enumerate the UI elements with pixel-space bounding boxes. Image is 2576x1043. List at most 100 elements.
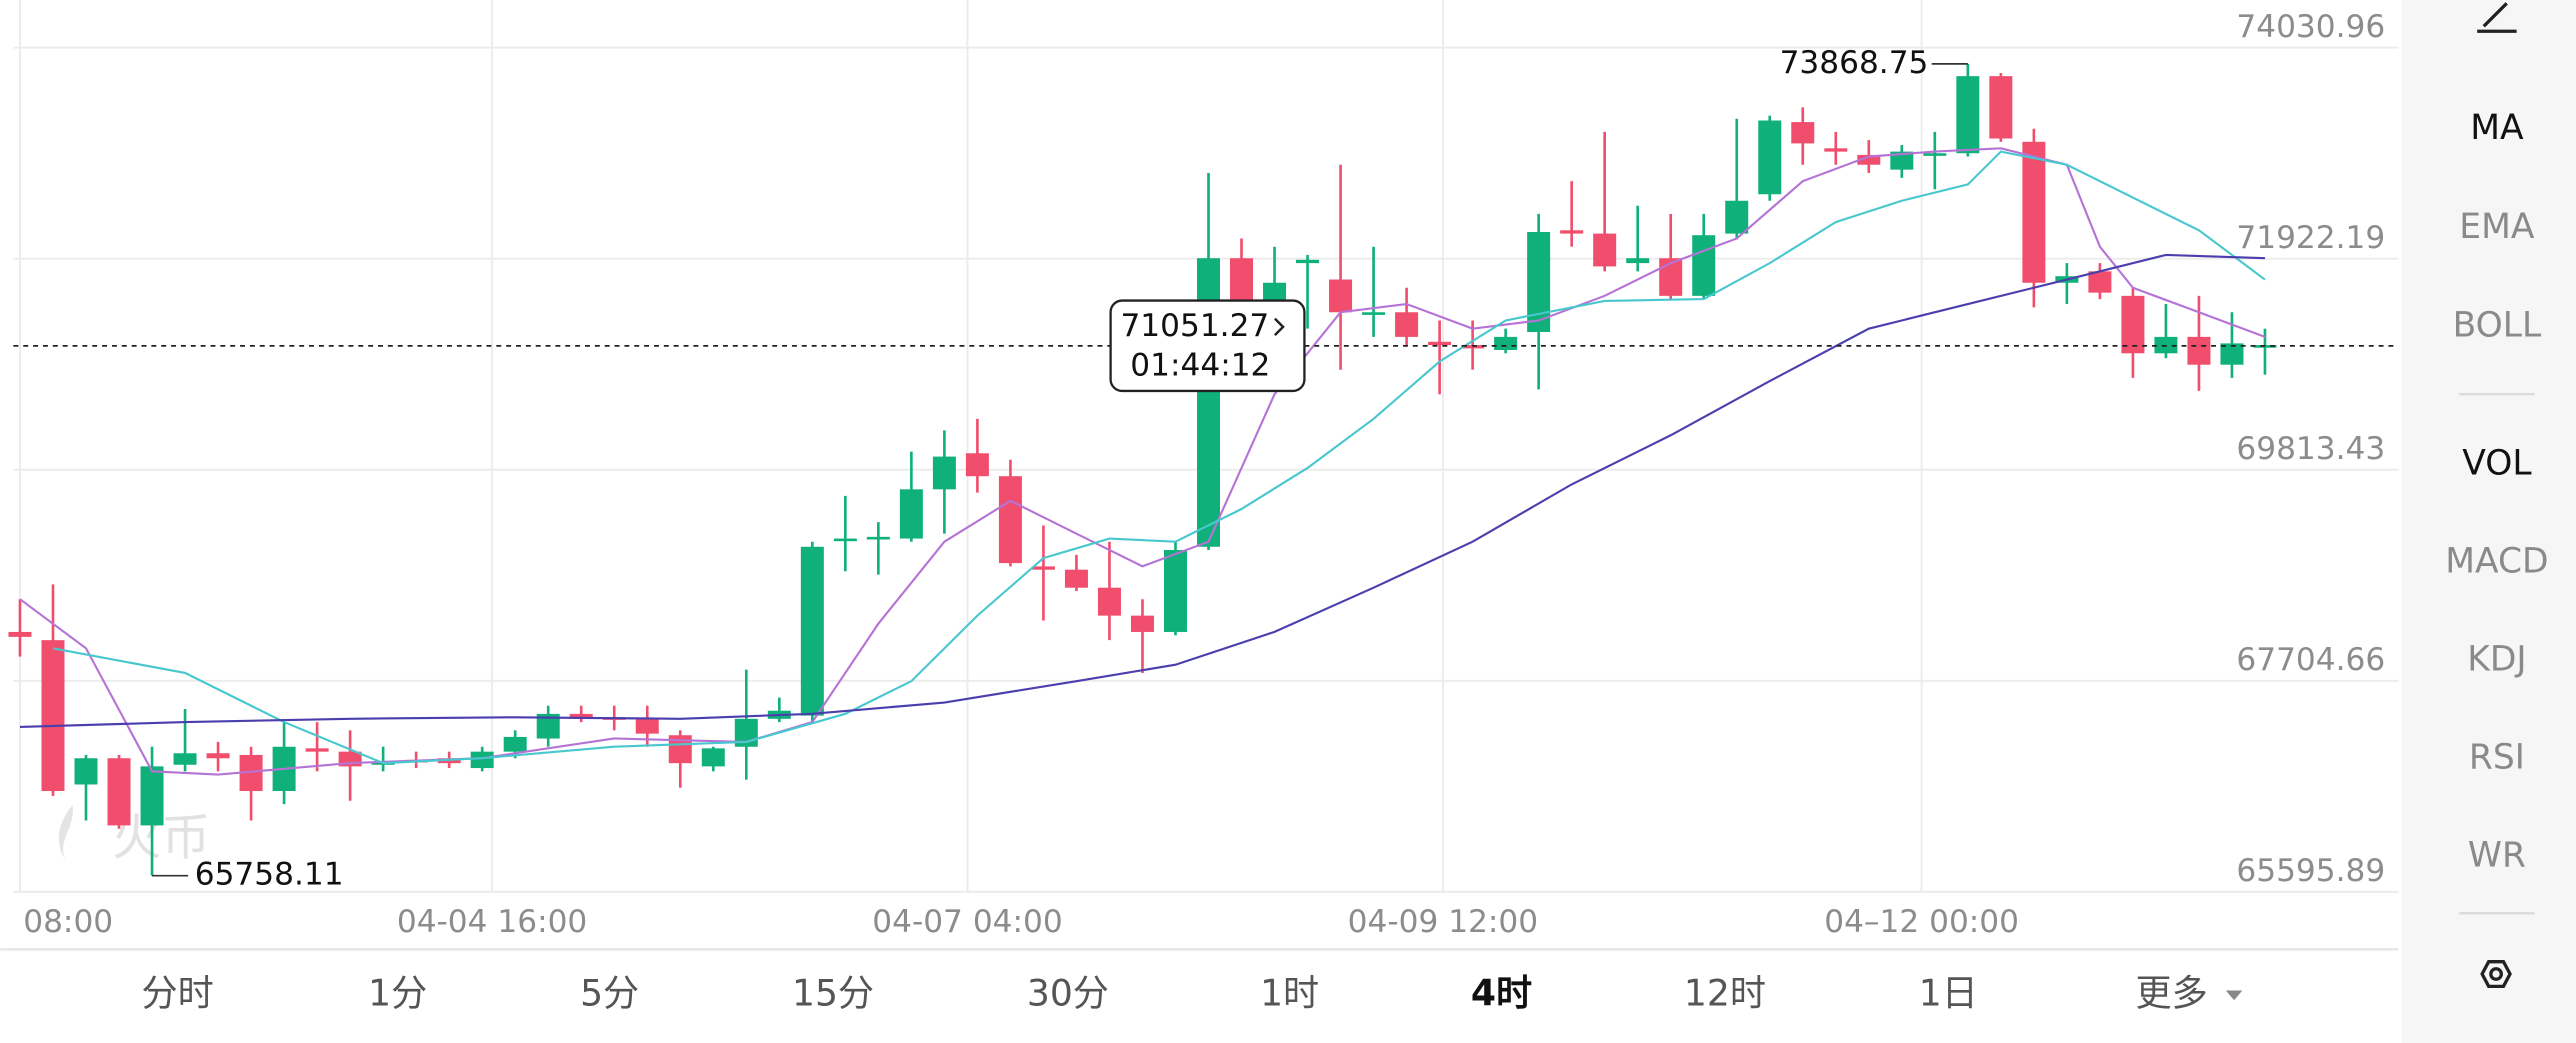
indicator-sub[interactable]: MACD: [2445, 541, 2548, 581]
interval-tab[interactable]: 4时: [1471, 971, 1532, 1014]
candle-body: [1890, 151, 1914, 170]
interval-tabs: 分时 1分 5分 15分 30分 1时 4时 12时 1日 更多: [142, 971, 2243, 1014]
indicator-sidebar: [2401, 0, 2576, 1043]
candle-body: [1296, 259, 1320, 264]
countdown-text: 01:44:12: [1130, 347, 1270, 383]
interval-tab[interactable]: 30分: [1027, 971, 1109, 1014]
x-tick-label: 04–12 00:00: [1824, 904, 2019, 940]
interval-tab[interactable]: 15分: [792, 971, 874, 1014]
interval-tab[interactable]: 1时: [1260, 971, 1319, 1014]
candle-body: [2187, 336, 2211, 365]
interval-tab[interactable]: 更多: [2136, 971, 2208, 1014]
y-tick-label: 69813.43: [2236, 431, 2385, 467]
draw-tool-icon[interactable]: [2477, 2, 2517, 33]
interval-tab[interactable]: 5分: [580, 971, 639, 1014]
candle-body: [1857, 154, 1881, 165]
watermark-logo: [58, 804, 73, 861]
last-price-box[interactable]: [1109, 299, 1306, 393]
indicator-sub[interactable]: KDJ: [2467, 639, 2526, 679]
y-tick-label: 67704.66: [2236, 642, 2385, 678]
candle-body: [1593, 233, 1617, 267]
candle-body: [569, 713, 593, 719]
candle-body: [1560, 230, 1584, 234]
indicator-sub[interactable]: RSI: [2469, 738, 2525, 778]
candle-body: [305, 748, 329, 752]
max-label: 73868.75: [1780, 45, 1929, 81]
min-label: 65758.11: [195, 857, 344, 893]
candle-body: [800, 546, 824, 716]
candle-body: [140, 766, 164, 826]
indicator-list: MA EMA BOLL VOL MACD KDJ RSI WR: [2445, 108, 2548, 875]
y-tick-label: 71922.19: [2236, 220, 2385, 256]
interval-tab[interactable]: 分时: [142, 971, 214, 1014]
x-tick-label: 04-04 16:00: [397, 904, 587, 940]
candle-body: [2220, 343, 2244, 365]
candle-body: [1791, 122, 1815, 144]
settings-dot: [2489, 967, 2503, 981]
interval-tab[interactable]: 12时: [1684, 971, 1766, 1014]
candle-body: [1824, 148, 1848, 152]
indicator-main[interactable]: BOLL: [2453, 305, 2542, 345]
candle-body: [1989, 76, 2013, 139]
candle-body: [1097, 587, 1121, 616]
candle-body: [1956, 76, 1980, 154]
last-price-text: 71051.27: [1120, 308, 1269, 344]
candle-body: [2121, 295, 2145, 354]
x-tick-label: 04-09 12:00: [1348, 904, 1538, 940]
candle-body: [866, 536, 890, 540]
indicator-sub[interactable]: WR: [2468, 836, 2526, 876]
candle-body: [701, 748, 725, 767]
last-price-chevron: [1273, 317, 1285, 336]
candle-body: [8, 631, 32, 637]
chart: 74030.96 71922.19 69813.43 67704.66 65595.89…: [8, 0, 2399, 940]
candle-body: [1064, 569, 1088, 588]
candle-body: [1031, 566, 1055, 570]
candle-body: [1758, 120, 1782, 195]
candle-body: [1494, 336, 1518, 350]
candle-body: [1692, 235, 1716, 296]
candle-body: [833, 538, 857, 542]
ma-line: [52, 150, 2266, 765]
candle-body: [899, 489, 923, 539]
x-tick-label: 04-07 04:00: [872, 904, 1062, 940]
candle-body: [668, 735, 692, 764]
pen-icon: [2477, 2, 2517, 33]
candle-body: [2088, 271, 2112, 293]
candle-body: [239, 754, 263, 791]
indicator-main[interactable]: MA: [2470, 108, 2524, 148]
candle-body: [536, 713, 560, 739]
candle-body: [1395, 312, 1419, 337]
settings-icon[interactable]: [2480, 960, 2512, 988]
candle-body: [2022, 141, 2046, 283]
candle-body: [965, 453, 989, 477]
candle-body: [1923, 153, 1947, 156]
indicator-main[interactable]: EMA: [2459, 207, 2535, 247]
ma-line: [19, 253, 2266, 729]
candle-body: [1659, 258, 1683, 296]
more-caret: [2225, 990, 2243, 1001]
candle-body: [1329, 279, 1353, 313]
candle-body: [107, 758, 131, 826]
candle-body: [470, 751, 494, 769]
y-tick-label: 65595.89: [2236, 853, 2385, 889]
candle-body: [635, 718, 659, 734]
candle-body: [206, 753, 230, 759]
interval-tab[interactable]: 1分: [368, 971, 427, 1014]
interval-tab[interactable]: 1日: [1919, 971, 1978, 1014]
candle-body: [41, 640, 65, 791]
x-tick-label: 08:00: [23, 904, 113, 940]
candle-body: [74, 758, 98, 785]
candle-body: [1461, 345, 1485, 349]
candle-body: [503, 736, 527, 752]
candle-body: [1626, 258, 1650, 264]
candle-body: [932, 456, 956, 490]
ma-line: [19, 147, 2266, 776]
candle-body: [1428, 341, 1452, 346]
candle-body: [1130, 615, 1154, 632]
candle-body: [1725, 200, 1749, 234]
y-tick-label: 74030.96: [2236, 9, 2385, 45]
settings-hexagon: [2480, 960, 2512, 988]
indicator-sub[interactable]: VOL: [2462, 443, 2532, 483]
